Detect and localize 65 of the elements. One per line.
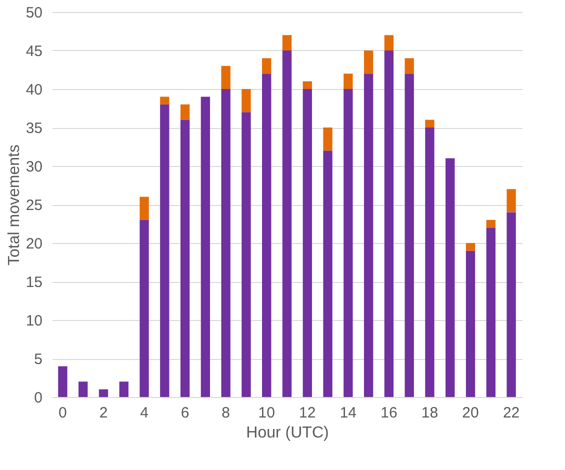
y-tick-label: 45	[26, 43, 42, 60]
y-tick-label: 40	[26, 82, 42, 98]
bar	[404, 58, 414, 74]
bar	[140, 196, 149, 220]
bar	[364, 74, 374, 397]
y-tick-label: 5	[34, 351, 42, 368]
bar	[221, 66, 230, 89]
bar	[506, 189, 516, 212]
bar	[221, 89, 230, 397]
x-tick-label: 14	[340, 404, 357, 422]
y-tick-label: 35	[26, 120, 42, 137]
bar	[282, 50, 292, 397]
bar	[466, 250, 476, 397]
x-tick-label: 8	[222, 404, 230, 422]
bar	[466, 243, 476, 251]
bar	[425, 120, 434, 128]
y-tick-label: 25	[26, 197, 42, 214]
bar	[425, 128, 434, 397]
bar	[344, 89, 353, 397]
bar	[98, 389, 108, 397]
bar	[242, 112, 251, 397]
bar	[58, 366, 68, 397]
bar	[160, 104, 170, 397]
x-axis-title: Hour (UTC)	[246, 424, 329, 442]
y-tick-label: 15	[26, 274, 42, 291]
x-tick-label: 2	[99, 404, 108, 422]
bar	[404, 74, 414, 397]
bar	[160, 96, 170, 104]
bar	[78, 382, 88, 397]
bar	[384, 35, 394, 50]
bar	[323, 150, 332, 397]
bar	[344, 74, 353, 89]
bar	[302, 89, 312, 397]
bar	[384, 50, 394, 397]
bar	[140, 220, 149, 397]
y-tick-label: 0	[34, 390, 42, 406]
x-tick-label: 6	[180, 404, 190, 422]
bar	[180, 120, 190, 397]
bar	[200, 96, 210, 397]
bar	[262, 58, 272, 74]
bar	[364, 50, 374, 74]
y-tick-label: 50	[26, 4, 42, 22]
x-tick-label: 10	[258, 404, 275, 422]
x-tick-label: 18	[421, 404, 438, 422]
bar	[486, 228, 496, 397]
bar	[486, 220, 496, 228]
bar	[119, 382, 128, 397]
x-tick-label: 4	[140, 404, 148, 422]
bar	[180, 104, 190, 120]
x-tick-label: 16	[380, 404, 398, 422]
y-tick-label: 20	[26, 236, 42, 252]
bar	[282, 35, 292, 50]
x-tick-label: 12	[299, 404, 316, 422]
y-axis-title: Total movements	[6, 144, 23, 266]
y-tick-label: 10	[26, 312, 42, 330]
y-tick-label: 30	[26, 158, 42, 176]
x-tick-label: 22	[502, 404, 520, 422]
x-tick-label: 0	[58, 404, 67, 422]
bar	[506, 212, 516, 397]
bar	[302, 81, 312, 89]
bar	[446, 158, 455, 397]
bar	[242, 89, 251, 112]
x-tick-label: 20	[462, 404, 479, 422]
bar	[262, 74, 272, 397]
bar	[323, 128, 332, 151]
